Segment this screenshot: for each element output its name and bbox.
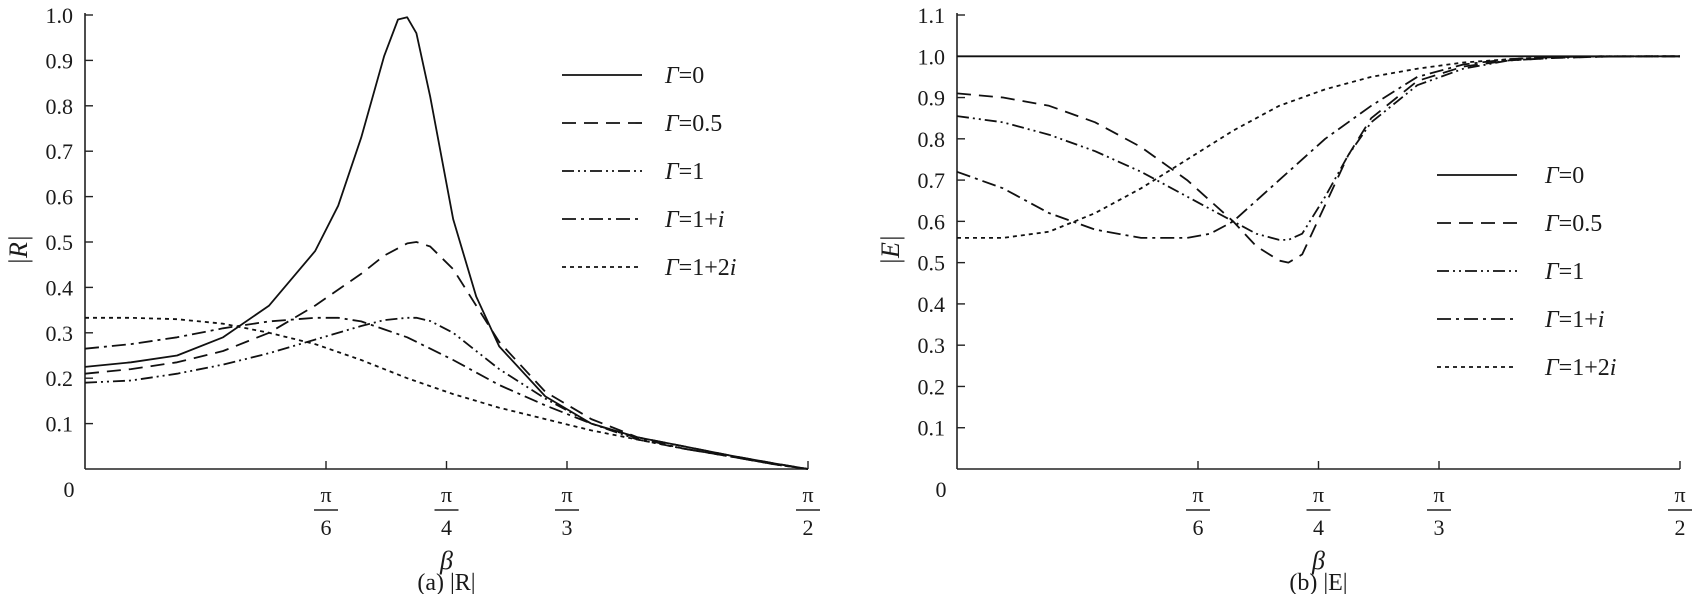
x-tick-denominator: 3 xyxy=(1434,515,1445,540)
legend-label: Γ=1+2i xyxy=(1544,355,1616,381)
panel-reflection: 0.1 0.2 0.3 0.4 0.5 0.6 0.7 0.8 0.9 1.0 0 π 6 π 4 π 3 π 2 β… xyxy=(4,3,820,594)
y-tick-label: 0.1 xyxy=(46,412,74,437)
y-tick-label: 0.1 xyxy=(918,416,946,441)
y-tick-label: 0.5 xyxy=(46,230,74,255)
y-axis-title: |R| xyxy=(4,235,33,265)
x-tick-denominator: 3 xyxy=(562,515,573,540)
legend-label: Γ=1 xyxy=(1544,259,1584,285)
y-tick-label: 0.5 xyxy=(918,251,946,276)
panel-electric-field: 0.1 0.2 0.3 0.4 0.5 0.6 0.7 0.8 0.9 1.0 1.1 0 π 6 π 4 π 3… xyxy=(876,3,1692,594)
y-tick-label: 0.2 xyxy=(918,374,946,399)
legend-label: Γ=0 xyxy=(1544,163,1584,189)
y-tick-label: 0.3 xyxy=(918,333,946,358)
x-tick-numerator: π xyxy=(1674,482,1685,507)
legend-label: Γ=1+i xyxy=(664,207,724,233)
x-tick-numerator: π xyxy=(1433,482,1444,507)
series-line xyxy=(84,316,809,470)
y-tick-label: 0.9 xyxy=(918,86,946,111)
panel-caption: (b) |E| xyxy=(1289,570,1347,594)
y-axis-title: |E| xyxy=(876,235,905,265)
y-tick-label: 0.4 xyxy=(918,292,946,317)
origin-label: 0 xyxy=(936,477,947,502)
series-line xyxy=(84,316,809,470)
y-tick-label: 1.0 xyxy=(918,44,946,69)
x-tick-denominator: 6 xyxy=(321,515,332,540)
y-tick-label: 0.2 xyxy=(46,366,74,391)
x-tick-numerator: π xyxy=(802,482,813,507)
series-line xyxy=(956,55,1680,241)
y-tick-label: 0.7 xyxy=(918,168,946,193)
x-tick-denominator: 2 xyxy=(803,515,814,540)
x-tick-numerator: π xyxy=(1313,482,1324,507)
x-tick-numerator: π xyxy=(441,482,452,507)
x-tick-denominator: 4 xyxy=(1313,515,1324,540)
y-tick-label: 0.6 xyxy=(918,209,946,234)
x-axis-title: β xyxy=(1311,546,1325,575)
x-tick-denominator: 6 xyxy=(1193,515,1204,540)
y-tick-label: 1.1 xyxy=(918,3,946,28)
series-line xyxy=(956,55,1680,239)
y-tick-label: 0.8 xyxy=(46,94,74,119)
x-tick-denominator: 4 xyxy=(441,515,452,540)
y-tick-label: 0.7 xyxy=(46,139,74,164)
y-tick-label: 1.0 xyxy=(46,3,74,28)
y-tick-label: 0.9 xyxy=(46,48,74,73)
x-axis-title: β xyxy=(439,546,453,575)
x-tick-numerator: π xyxy=(1192,482,1203,507)
series-line xyxy=(85,316,809,470)
y-tick-label: 0.8 xyxy=(918,127,946,152)
x-tick-numerator: π xyxy=(320,482,331,507)
y-tick-label: 0.3 xyxy=(46,321,74,346)
x-tick-denominator: 2 xyxy=(1675,515,1686,540)
legend-label: Γ=0.5 xyxy=(664,111,722,137)
legend-label: Γ=0 xyxy=(664,63,704,89)
legend-label: Γ=1+i xyxy=(1544,307,1604,333)
series-line xyxy=(84,241,809,470)
y-tick-label: 0.6 xyxy=(46,185,74,210)
legend-label: Γ=1 xyxy=(664,159,704,185)
legend-label: Γ=0.5 xyxy=(1544,211,1602,237)
panel-caption: (a) |R| xyxy=(417,570,475,594)
origin-label: 0 xyxy=(64,477,75,502)
x-tick-numerator: π xyxy=(561,482,572,507)
legend-label: Γ=1+2i xyxy=(664,255,736,281)
y-tick-label: 0.4 xyxy=(46,275,74,300)
